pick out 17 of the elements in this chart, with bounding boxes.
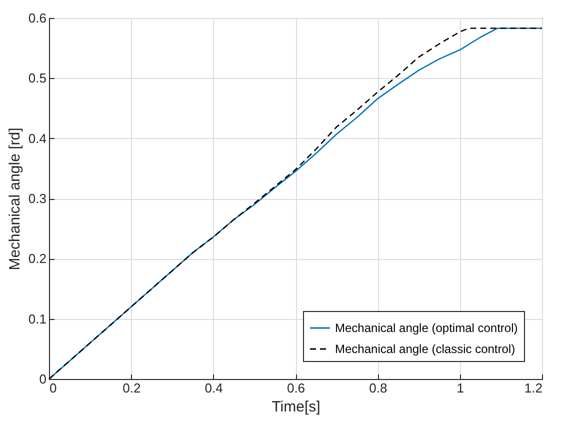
x-axis-title: Time[s] xyxy=(272,398,320,416)
y-tick-label: 0.4 xyxy=(28,130,46,146)
x-tick-label: 0 xyxy=(50,380,57,396)
x-tick-label: 0.8 xyxy=(369,380,388,396)
y-tick-label: 0.2 xyxy=(28,251,46,266)
x-tick-label: 0.4 xyxy=(204,380,223,396)
x-tick-label: 1.2 xyxy=(524,380,542,396)
y-tick-label: 0.3 xyxy=(28,191,46,206)
legend-label: Mechanical angle (classic control) xyxy=(335,342,516,356)
x-tick-label: 0.2 xyxy=(122,380,141,396)
y-tick-label: 0.5 xyxy=(28,70,46,86)
y-tick-label: 0.6 xyxy=(28,10,46,26)
x-tick-label: 0.6 xyxy=(286,380,306,396)
x-tick-label: 1 xyxy=(456,380,464,396)
y-axis-title: Mechanical angle [rd] xyxy=(6,128,24,270)
legend-label: Mechanical angle (optimal control) xyxy=(335,321,518,335)
y-tick-label: 0.1 xyxy=(28,311,46,326)
